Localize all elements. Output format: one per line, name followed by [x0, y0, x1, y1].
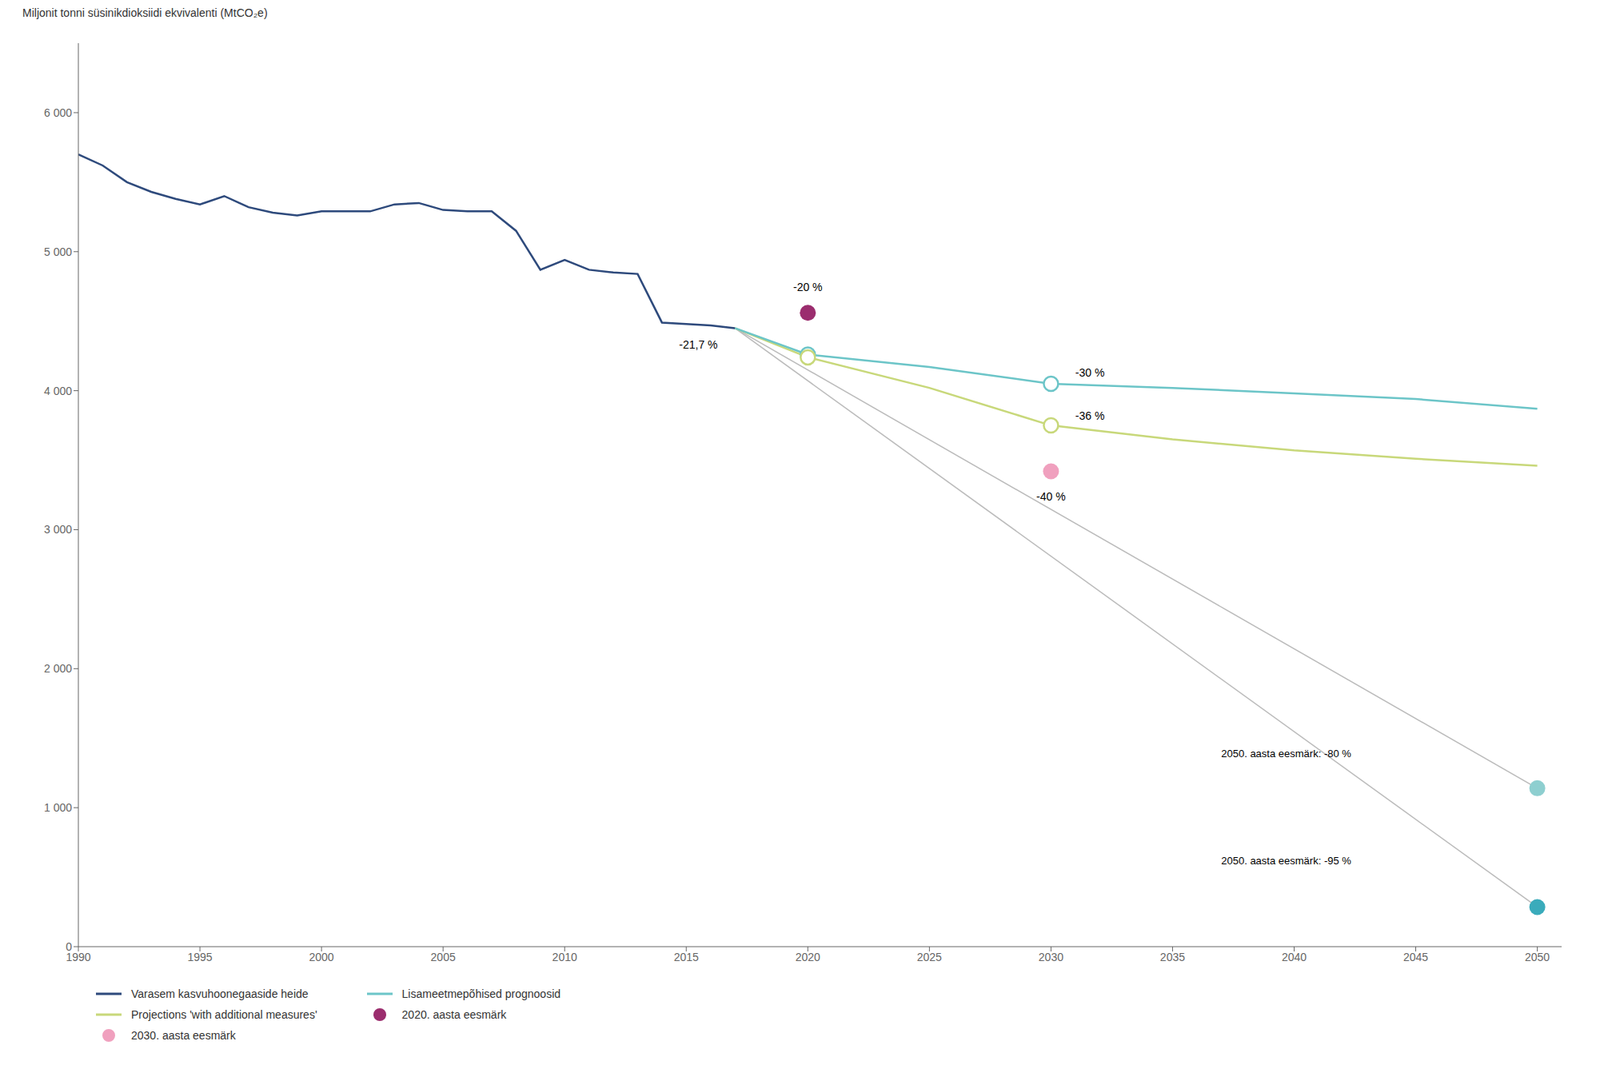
svg-text:2050. aasta eesmärk: -80 %: 2050. aasta eesmärk: -80 %	[1220, 747, 1352, 760]
svg-text:-20 %: -20 %	[793, 280, 823, 294]
svg-text:1 000: 1 000	[43, 801, 72, 814]
svg-text:2015: 2015	[674, 950, 699, 964]
svg-text:2045: 2045	[1403, 950, 1429, 964]
svg-text:-30 %: -30 %	[1075, 366, 1106, 380]
svg-text:6 000: 6 000	[43, 106, 72, 120]
svg-text:2000: 2000	[309, 950, 335, 964]
svg-text:2030: 2030	[1038, 950, 1064, 964]
html-text:2020. aasta eesmärk: 2020. aasta eesmärk	[401, 1008, 507, 1022]
svg-text:0: 0	[65, 940, 72, 954]
svg-text:2025: 2025	[917, 950, 942, 964]
svg-text:3 000: 3 000	[43, 522, 72, 536]
svg-text:2050: 2050	[1524, 950, 1550, 964]
svg-text:2040: 2040	[1281, 950, 1307, 964]
svg-text:-21,7 %: -21,7 %	[678, 338, 718, 352]
svg-text:2 000: 2 000	[43, 662, 72, 675]
svg-text:2005: 2005	[430, 950, 456, 964]
svg-text:1995: 1995	[187, 950, 212, 964]
html-text:Lisameetmepõhised prognoosid: Lisameetmepõhised prognoosid	[401, 987, 561, 1001]
html-text:Projections 'with additional m: Projections 'with additional measures'	[131, 1008, 318, 1022]
svg-text:-40 %: -40 %	[1036, 490, 1066, 503]
svg-text:-36 %: -36 %	[1075, 409, 1106, 423]
html-text:Varasem kasvuhoonegaaside heid: Varasem kasvuhoonegaaside heide	[131, 987, 309, 1001]
svg-text:5 000: 5 000	[43, 245, 72, 259]
html-text:2030. aasta eesmärk: 2030. aasta eesmärk	[131, 1029, 236, 1042]
svg-text:4 000: 4 000	[43, 384, 72, 398]
svg-text:2020: 2020	[795, 950, 821, 964]
html-text:Miljonit tonni süsinikdioksiid: Miljonit tonni süsinikdioksiidi ekvivale…	[22, 6, 268, 20]
svg-text:1990: 1990	[65, 950, 91, 964]
svg-text:2035: 2035	[1160, 950, 1186, 964]
svg-text:2010: 2010	[552, 950, 578, 964]
svg-text:2050. aasta eesmärk: -95 %: 2050. aasta eesmärk: -95 %	[1220, 854, 1352, 867]
